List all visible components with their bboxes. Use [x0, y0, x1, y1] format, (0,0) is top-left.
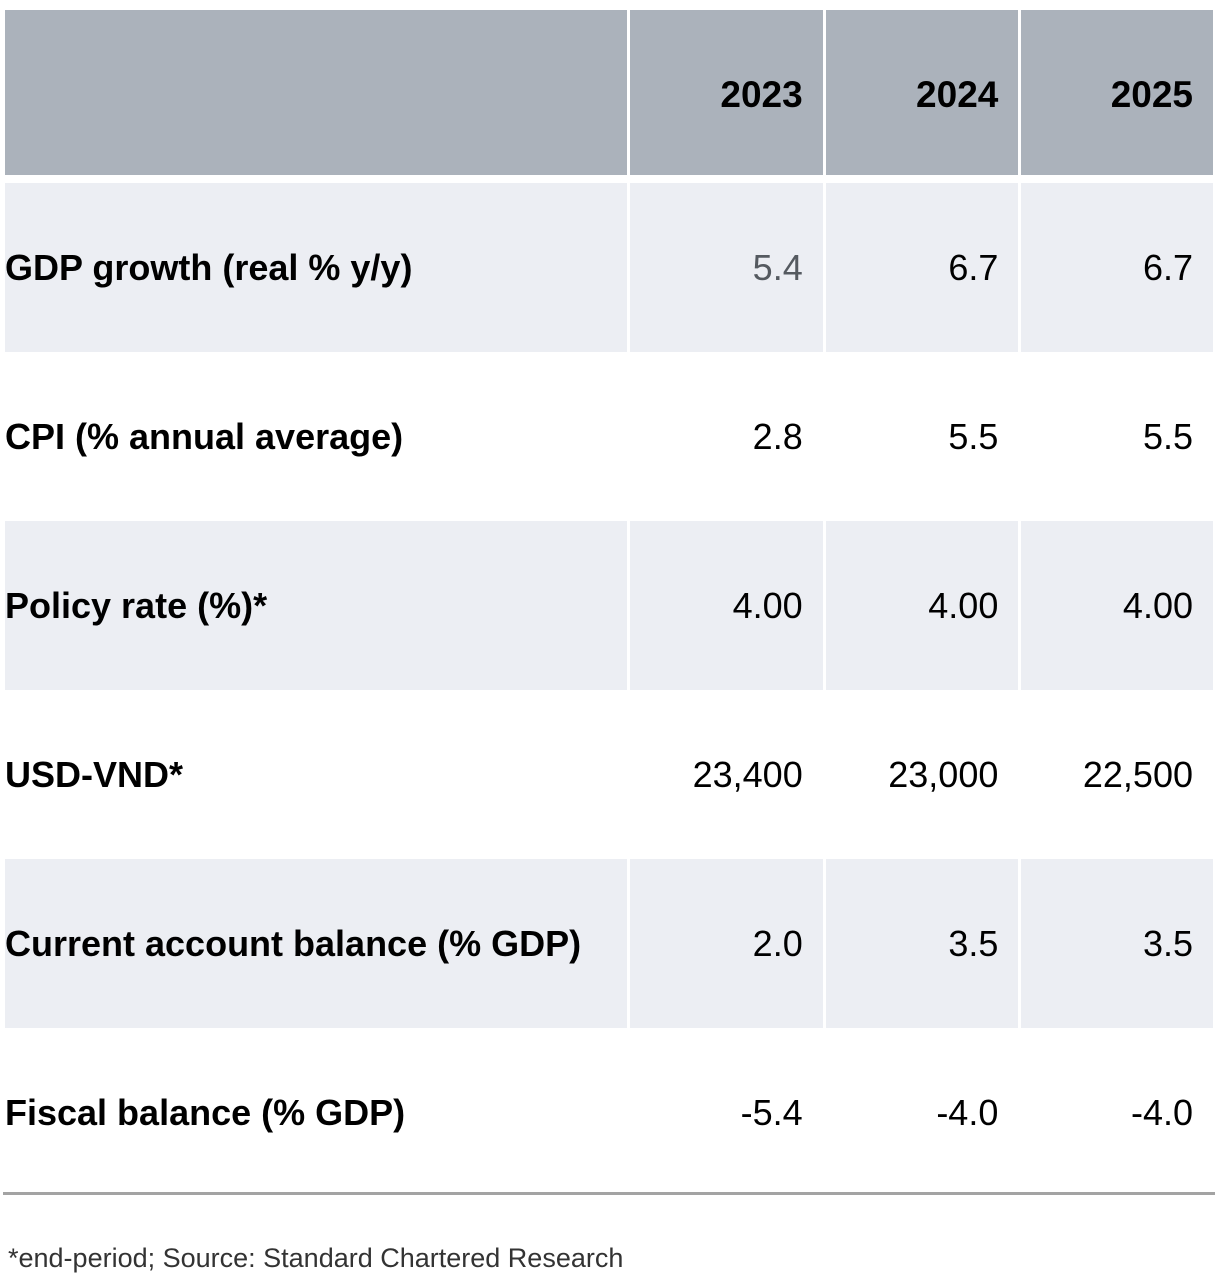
cell-value: 3.5	[1021, 859, 1213, 1028]
cell-value: 4.00	[630, 521, 823, 690]
cell-value: 6.7	[825, 183, 1019, 352]
column-divider	[1018, 183, 1022, 352]
row-label: Fiscal balance (% GDP)	[5, 1028, 628, 1197]
table-bottom-rule	[3, 1192, 1215, 1195]
cell-value: 4.00	[825, 521, 1019, 690]
column-divider	[822, 183, 826, 352]
table-row-cpi: CPI (% annual average) 2.8 5.5 5.5	[5, 352, 1213, 521]
row-label: Current account balance (% GDP)	[5, 859, 628, 1028]
column-divider	[1018, 521, 1022, 690]
cell-value: 2.0	[630, 859, 823, 1028]
column-divider	[1018, 1028, 1022, 1197]
column-divider	[627, 10, 631, 175]
column-divider	[627, 1028, 631, 1197]
cell-value: -5.4	[630, 1028, 823, 1197]
cell-value: 23,000	[825, 690, 1019, 859]
column-divider	[1018, 690, 1022, 859]
cell-value: 2.8	[630, 352, 823, 521]
cell-value: -4.0	[825, 1028, 1019, 1197]
forecast-table: 2023 2024 2025 GDP growth (real % y/y) 5…	[5, 10, 1213, 1197]
column-divider	[822, 1028, 826, 1197]
cell-value: 5.5	[1021, 352, 1213, 521]
cell-value: 5.4	[630, 183, 823, 352]
cell-value: 23,400	[630, 690, 823, 859]
row-label: Policy rate (%)*	[5, 521, 628, 690]
column-divider	[627, 183, 631, 352]
column-divider	[1018, 859, 1022, 1028]
row-label: GDP growth (real % y/y)	[5, 183, 628, 352]
column-divider	[627, 352, 631, 521]
column-divider	[822, 352, 826, 521]
cell-value: 5.5	[825, 352, 1019, 521]
column-header-2023: 2023	[630, 10, 823, 175]
column-header-2025: 2025	[1021, 10, 1213, 175]
header-label-cell	[5, 10, 628, 175]
table-header-row: 2023 2024 2025	[5, 10, 1213, 175]
column-divider	[822, 10, 826, 175]
cell-value: 4.00	[1021, 521, 1213, 690]
row-label: CPI (% annual average)	[5, 352, 628, 521]
column-divider	[822, 690, 826, 859]
cell-value: 3.5	[825, 859, 1019, 1028]
cell-value: 6.7	[1021, 183, 1213, 352]
column-divider	[627, 690, 631, 859]
table-row-usd-vnd: USD-VND* 23,400 23,000 22,500	[5, 690, 1213, 859]
column-divider	[627, 521, 631, 690]
row-label: USD-VND*	[5, 690, 628, 859]
header-gap	[5, 175, 1213, 183]
table-row-current-account: Current account balance (% GDP) 2.0 3.5 …	[5, 859, 1213, 1028]
cell-value: 22,500	[1021, 690, 1213, 859]
table-row-gdp-growth: GDP growth (real % y/y) 5.4 6.7 6.7	[5, 183, 1213, 352]
column-divider	[1018, 10, 1022, 175]
column-divider	[822, 859, 826, 1028]
table-row-policy-rate: Policy rate (%)* 4.00 4.00 4.00	[5, 521, 1213, 690]
column-divider	[1018, 352, 1022, 521]
cell-value: -4.0	[1021, 1028, 1213, 1197]
footnote: *end-period; Source: Standard Chartered …	[8, 1243, 624, 1273]
column-divider	[627, 859, 631, 1028]
column-divider	[822, 521, 826, 690]
table-row-fiscal-balance: Fiscal balance (% GDP) -5.4 -4.0 -4.0	[5, 1028, 1213, 1197]
column-header-2024: 2024	[825, 10, 1019, 175]
